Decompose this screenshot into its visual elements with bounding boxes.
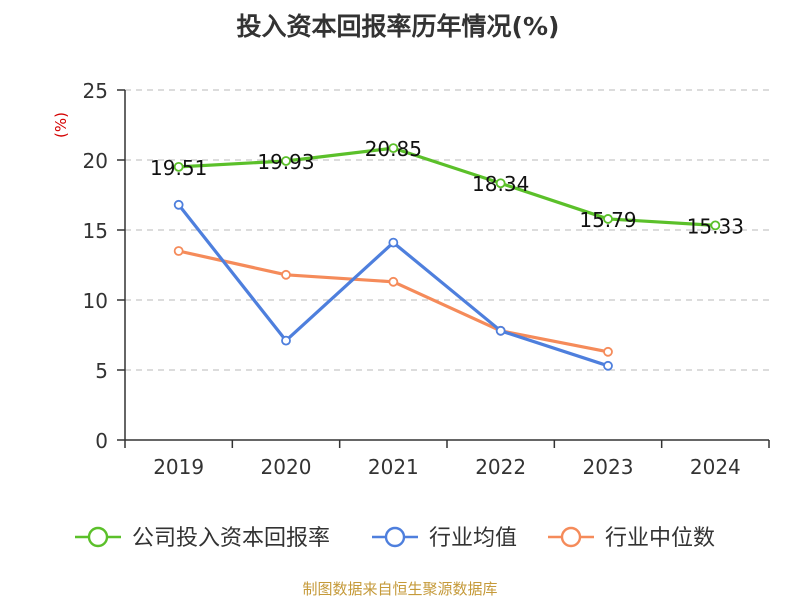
x-tick-label: 2019 — [153, 455, 204, 479]
data-label: 18.34 — [472, 172, 529, 196]
axes: 0 5 10 15 20 25 2019 2020 2021 2022 2023 2024 — [83, 79, 770, 479]
data-point — [603, 214, 613, 224]
legend-marker — [384, 526, 406, 548]
data-label: 19.51 — [150, 156, 207, 180]
data-point — [173, 161, 184, 172]
y-tick-label: 0 — [95, 429, 108, 453]
gridlines — [125, 89, 769, 371]
data-point — [495, 178, 506, 189]
legend-marker — [87, 526, 109, 548]
legend-label: 行业均值 — [429, 526, 517, 551]
y-axis-label: (%) — [52, 112, 70, 138]
x-tick-label: 2022 — [475, 455, 526, 479]
y-tick-label: 25 — [83, 79, 108, 103]
y-tick-label: 5 — [95, 359, 108, 383]
data-point — [281, 269, 291, 280]
legend: 公司投入资本回报率 行业均值 行业中位数 — [75, 526, 715, 551]
data-labels: 19.51 19.93 20.85 18.34 15.79 15.33 — [150, 137, 744, 238]
data-point — [603, 360, 613, 371]
data-point — [710, 220, 721, 231]
data-label: 20.85 — [365, 137, 422, 161]
data-label: 15.33 — [687, 214, 744, 238]
data-point — [388, 143, 399, 154]
data-point — [388, 237, 399, 248]
x-tick-label: 2023 — [583, 455, 634, 479]
source-note: 制图数据来自恒生聚源数据库 — [302, 580, 497, 598]
legend-marker — [560, 526, 582, 548]
x-tick-label: 2021 — [368, 455, 419, 479]
data-point — [388, 276, 399, 287]
data-point — [281, 156, 291, 166]
data-label: 19.93 — [257, 150, 314, 174]
data-point — [603, 346, 613, 357]
y-tick-label: 20 — [83, 149, 108, 173]
series-lines — [173, 143, 721, 371]
x-tick-label: 2024 — [690, 455, 741, 479]
data-point — [495, 325, 506, 336]
series-line — [177, 146, 717, 227]
data-point — [173, 246, 184, 256]
chart-title: 投入资本回报率历年情况(%) — [237, 12, 560, 41]
y-tick-label: 15 — [83, 219, 108, 243]
data-point — [173, 199, 184, 210]
data-label: 15.79 — [579, 208, 636, 232]
data-point — [281, 335, 291, 346]
legend-label: 公司投入资本回报率 — [132, 526, 330, 551]
x-tick-label: 2020 — [261, 455, 312, 479]
series-line — [177, 249, 610, 354]
y-tick-label: 10 — [83, 289, 108, 313]
legend-label: 行业中位数 — [605, 526, 715, 551]
